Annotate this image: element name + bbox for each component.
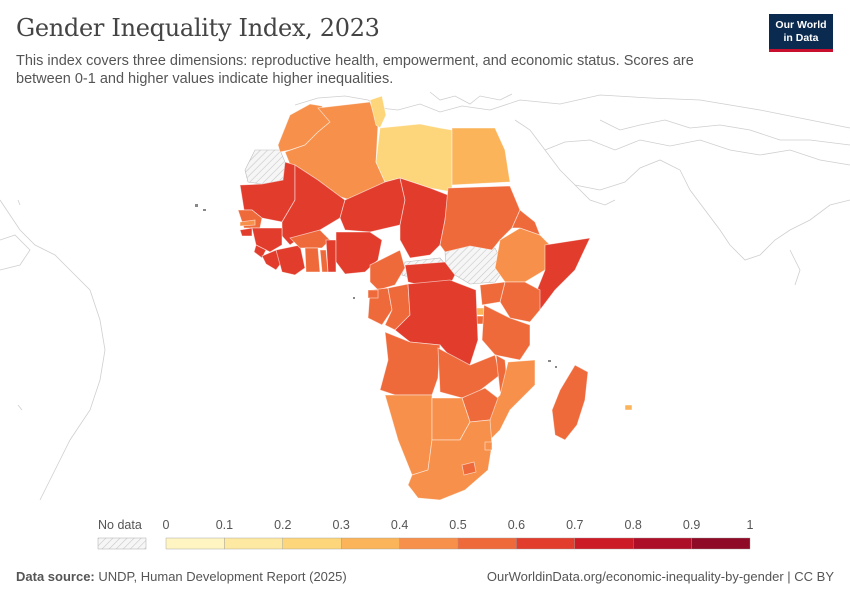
legend-no-data-label: No data: [98, 518, 142, 532]
background-outlines: [0, 91, 850, 501]
region-tunisia[interactable]: [369, 95, 387, 129]
legend-bins: [165, 537, 751, 550]
region-eswatini[interactable]: [484, 441, 493, 451]
legend-bin[interactable]: [399, 537, 459, 550]
legend-tick-label: 0.5: [449, 518, 466, 532]
logo-line-1: Our World: [775, 19, 827, 31]
region-ghana[interactable]: [304, 247, 321, 273]
region-kenya[interactable]: [499, 281, 541, 323]
legend-bin[interactable]: [282, 537, 342, 550]
region-guinea-bissau[interactable]: [239, 227, 253, 237]
footer-source-label: Data source:: [16, 569, 95, 584]
region-equatorial-guinea[interactable]: [367, 289, 379, 299]
region-cameroon[interactable]: [369, 249, 406, 291]
countries-layer: [237, 95, 633, 501]
region-mauritius[interactable]: [624, 404, 633, 411]
legend-bin[interactable]: [341, 537, 400, 550]
region-sierra-leone[interactable]: [253, 244, 267, 259]
footer-url[interactable]: OurWorldinData.org/economic-inequality-b…: [486, 569, 834, 584]
region-zambia[interactable]: [437, 347, 501, 399]
owid-logo[interactable]: Our World in Data: [769, 14, 833, 52]
legend-tick-label: 0.7: [566, 518, 583, 532]
legend-bin[interactable]: [574, 537, 634, 550]
legend-tick-label: 1: [747, 518, 754, 532]
legend-tick-label: 0.6: [508, 518, 525, 532]
legend-ticks: 0 0.1 0.2 0.3 0.4 0.5 0.6 0.7 0.8 0.9 1: [163, 518, 754, 532]
logo-line-2: in Data: [783, 32, 819, 44]
region-benin[interactable]: [325, 239, 337, 273]
legend-bin[interactable]: [691, 537, 751, 550]
region-egypt[interactable]: [451, 127, 511, 186]
legend-bin[interactable]: [633, 537, 692, 550]
region-eritrea[interactable]: [511, 209, 541, 236]
legend-tick-label: 0.1: [216, 518, 233, 532]
legend-tick-label: 0.9: [683, 518, 700, 532]
region-sudan[interactable]: [439, 185, 521, 253]
region-namibia[interactable]: [384, 394, 433, 476]
chart-title: Gender Inequality Index, 2023: [16, 14, 380, 42]
legend-tick-label: 0.2: [274, 518, 291, 532]
legend-tick-label: 0.4: [391, 518, 408, 532]
region-tanzania[interactable]: [481, 304, 531, 361]
legend-tick-label: 0.8: [625, 518, 642, 532]
region-gambia[interactable]: [239, 219, 256, 227]
region-somalia[interactable]: [536, 237, 591, 312]
legend: No data 0 0.1 0.2 0.3 0.4 0.5 0.6 0.7 0.8 0.9 1: [97, 518, 754, 550]
legend-no-data-swatch: [97, 537, 147, 550]
region-uganda[interactable]: [479, 281, 506, 306]
region-lesotho[interactable]: [461, 461, 477, 476]
chart-subtitle: This index covers three dimensions: repr…: [16, 53, 694, 87]
region-western-sahara[interactable]: [244, 149, 286, 185]
legend-tick-label: 0.3: [333, 518, 350, 532]
legend-bin[interactable]: [516, 537, 576, 550]
legend-bin[interactable]: [457, 537, 517, 550]
africa-map: [0, 91, 850, 501]
region-libya[interactable]: [375, 123, 453, 193]
region-ivory-coast[interactable]: [275, 244, 306, 276]
legend-bin[interactable]: [165, 537, 225, 550]
legend-tick-label: 0: [163, 518, 170, 532]
region-madagascar[interactable]: [551, 364, 589, 441]
small-islands: [195, 204, 557, 368]
region-chad[interactable]: [399, 177, 449, 259]
region-guinea[interactable]: [251, 227, 283, 253]
legend-bin[interactable]: [224, 537, 283, 550]
footer-source: Data source: UNDP, Human Development Rep…: [16, 569, 347, 584]
footer-source-text: UNDP, Human Development Report (2025): [98, 569, 347, 584]
